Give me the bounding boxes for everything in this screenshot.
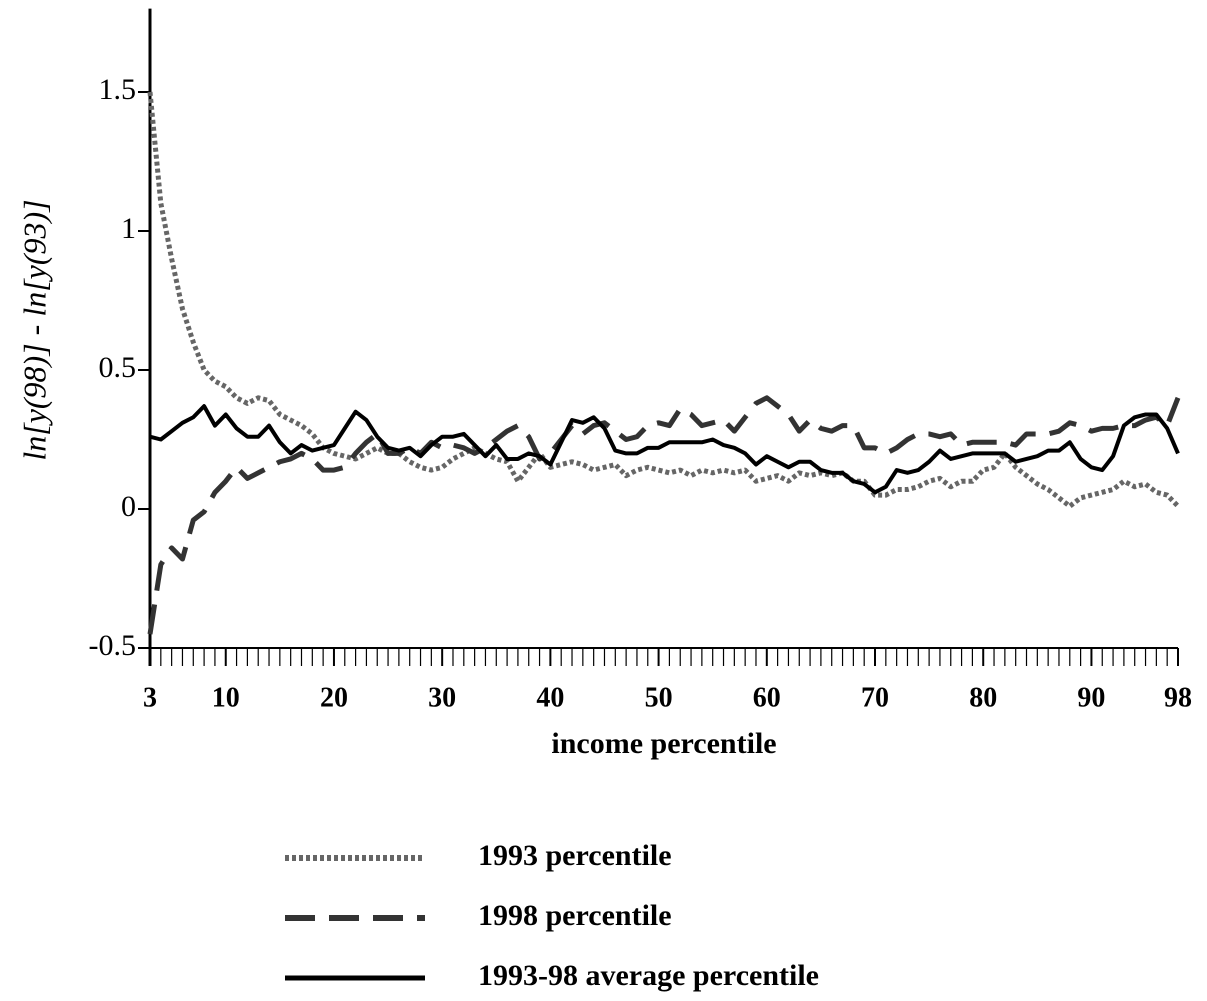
x-tick-label: 98 [1164,682,1192,713]
y-axis-label: ln[y(98)] - ln[y(93)] [16,199,52,460]
x-tick-label: 60 [753,682,781,713]
x-tick-label: 3 [143,682,157,713]
y-tick-label: -0.5 [89,629,137,662]
x-tick-label: 50 [645,682,673,713]
x-tick-label: 40 [536,682,564,713]
x-tick-label: 90 [1077,682,1105,713]
x-axis-label: income percentile [551,727,776,760]
y-tick-label: 1.5 [99,73,137,106]
y-tick-label: 0 [121,490,136,523]
x-tick-label: 20 [320,682,348,713]
data-line [147,395,1181,635]
legend-label: 1998 percentile [478,899,672,932]
data-line [149,404,1180,495]
legend-label: 1993 percentile [478,839,672,872]
legend-label: 1993-98 average percentile [478,959,819,992]
y-tick-label: 1 [121,212,136,245]
x-tick-label: 70 [861,682,889,713]
x-tick-label: 30 [428,682,456,713]
x-tick-label: 10 [212,682,240,713]
x-tick-label: 80 [969,682,997,713]
y-tick-label: 0.5 [99,351,137,384]
